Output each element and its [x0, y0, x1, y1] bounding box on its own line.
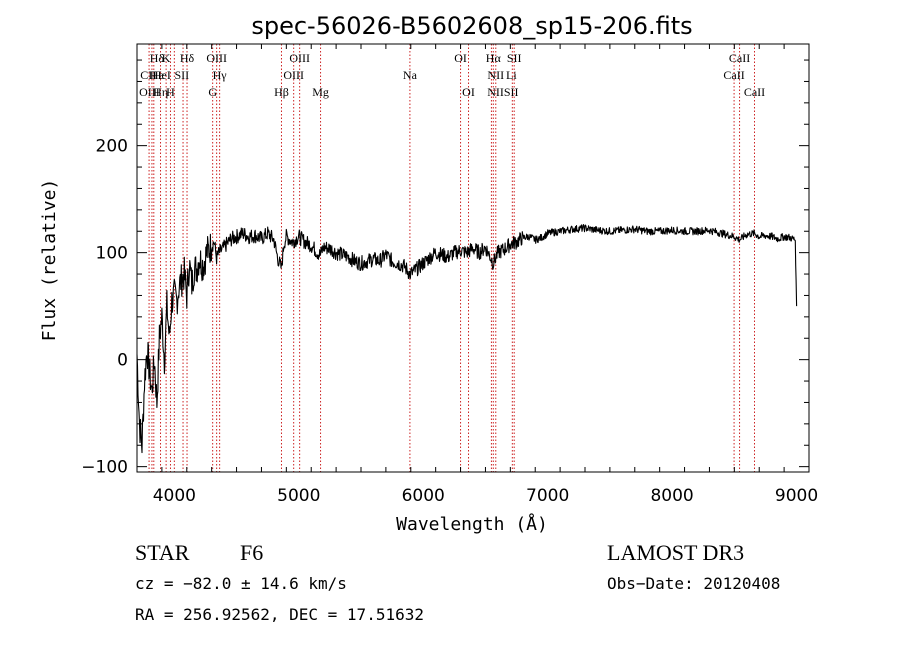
y-tick-label: 100: [96, 244, 128, 264]
line-label-20: Hη: [153, 85, 168, 99]
line-label-18: CaII: [723, 68, 744, 82]
line-label-25: OI: [462, 85, 475, 99]
line-label-8: CaII: [729, 51, 750, 65]
y-axis-ticks: −100 0 100 200: [81, 59, 809, 478]
observation-date: Obs−Date: 20120408: [607, 574, 780, 593]
chart-title: spec-56026-B5602608_sp15-206.fits: [251, 12, 692, 40]
flux-line: [136, 224, 798, 454]
y-tick-label: −100: [81, 458, 128, 478]
emission-line-markers: [148, 44, 755, 472]
x-axis-label: Wavelength (Å): [396, 513, 548, 535]
line-label-13: Hγ: [213, 68, 228, 82]
x-axis-ticks: 4000 5000 6000 7000 8000 9000: [136, 44, 818, 506]
x-tick-label: 8000: [650, 486, 693, 506]
x-tick-label: 5000: [277, 486, 320, 506]
line-label-0: Hδ: [150, 51, 165, 65]
redshift-velocity: cz = −82.0 ± 14.6 km/s: [135, 574, 347, 593]
y-axis-label: Flux (relative): [39, 179, 60, 342]
survey-name: LAMOST DR3: [607, 540, 744, 565]
line-label-1: K: [162, 51, 171, 65]
line-label-3: OIII: [206, 51, 227, 65]
y-tick-label: 0: [117, 351, 128, 371]
x-tick-label: 9000: [775, 486, 818, 506]
line-label-27: CaII: [744, 85, 765, 99]
spectrum-trace: [136, 224, 798, 454]
coordinates: RA = 256.92562, DEC = 17.51632: [135, 605, 424, 624]
line-label-24: Mg: [312, 85, 329, 99]
line-label-4: OIII: [289, 51, 310, 65]
x-tick-label: 4000: [153, 486, 196, 506]
line-label-7: SII: [507, 51, 522, 65]
line-label-17: Li: [506, 68, 517, 82]
line-label-26: NIISII: [487, 85, 518, 99]
line-label-23: Hβ: [274, 85, 289, 99]
line-label-9: CII: [140, 68, 156, 82]
line-label-10: He: [150, 68, 164, 82]
line-label-16: NII: [487, 68, 504, 82]
line-label-6: Hα: [486, 51, 502, 65]
y-tick-label: 200: [96, 137, 128, 157]
line-label-11: HeI: [153, 68, 171, 82]
x-tick-label: 7000: [526, 486, 569, 506]
line-label-15: Na: [403, 68, 418, 82]
line-label-14: OIII: [283, 68, 304, 82]
object-class: STAR: [135, 540, 190, 565]
line-label-19: OIII: [139, 85, 160, 99]
line-label-2: Hδ: [180, 51, 195, 65]
line-label-21: H: [166, 85, 175, 99]
line-label-22: G: [208, 85, 217, 99]
x-tick-label: 6000: [402, 486, 445, 506]
plot-frame: [136, 43, 810, 473]
line-label-5: OI: [454, 51, 467, 65]
line-label-12: SII: [174, 68, 189, 82]
object-subclass: F6: [240, 540, 263, 565]
